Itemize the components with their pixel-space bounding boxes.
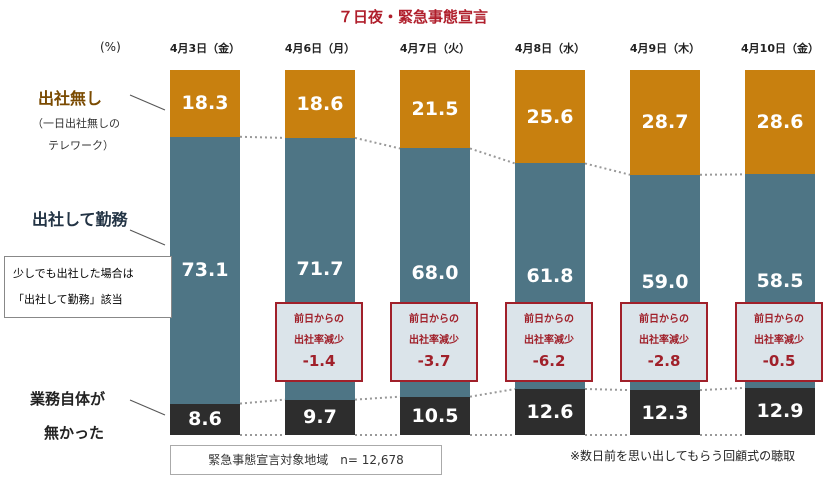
bar-segment: 9.7 xyxy=(285,399,355,435)
decrease-value: -1.4 xyxy=(302,352,336,370)
x-tick-label: 4月9日（木） xyxy=(629,42,701,55)
bar-segment: 12.6 xyxy=(515,389,585,435)
method-note: ※数日前を思い出してもらう回顧式の聴取 xyxy=(570,449,796,463)
legend-none1: 業務自体が xyxy=(30,390,106,408)
decrease-value: -6.2 xyxy=(532,352,566,370)
connector-line xyxy=(354,395,401,401)
decrease-box: 前日からの 出社率減少 -3.7 xyxy=(390,302,478,382)
bar-segment: 12.9 xyxy=(745,387,815,435)
connector-line xyxy=(469,388,516,398)
data-label: 12.6 xyxy=(526,400,574,423)
connector-line xyxy=(699,386,746,392)
decrease-box: 前日からの 出社率減少 -1.4 xyxy=(275,302,363,382)
sample-size: 緊急事態宣言対象地域 n= 12,678 xyxy=(170,445,442,475)
decrease-value: -2.8 xyxy=(647,352,681,370)
x-tick-label: 4月10日（金） xyxy=(741,42,819,55)
connector-line xyxy=(584,162,631,176)
data-label: 71.7 xyxy=(296,257,344,280)
connector-line xyxy=(239,135,286,139)
bar-segment: 18.6 xyxy=(285,70,355,138)
bar-segment: 8.6 xyxy=(170,403,240,435)
office-note: 少しでも出社した場合は 「出社して勤務」該当 xyxy=(4,256,172,318)
data-label: 61.8 xyxy=(526,265,574,288)
legend-office: 出社して勤務 xyxy=(32,210,128,229)
data-label: 59.0 xyxy=(641,271,689,294)
legend-pointers xyxy=(129,94,166,416)
x-tick-label: 4月3日（金） xyxy=(169,42,241,55)
data-label: 12.3 xyxy=(641,401,689,424)
bar-segment: 28.7 xyxy=(630,70,700,175)
data-label: 10.5 xyxy=(411,404,459,427)
data-label: 28.6 xyxy=(756,111,804,134)
decrease-value: -3.7 xyxy=(417,352,451,370)
data-label: 12.9 xyxy=(756,400,804,423)
legend-no-office-sub1: （一日出社無しの xyxy=(32,117,120,130)
data-label: 25.6 xyxy=(526,105,574,128)
decrease-box: 前日からの 出社率減少 -2.8 xyxy=(620,302,708,382)
data-label: 28.7 xyxy=(641,111,689,134)
decrease-box: 前日からの 出社率減少 -6.2 xyxy=(505,302,593,382)
legend-no-office-sub2: テレワーク） xyxy=(48,139,114,152)
connector-line xyxy=(584,388,631,392)
office-note-line1: 少しでも出社した場合は xyxy=(13,267,134,280)
connector-line xyxy=(354,136,401,150)
x-tick-label: 4月7日（火） xyxy=(399,42,471,55)
data-label: 18.6 xyxy=(296,92,344,115)
bar-segment: 10.5 xyxy=(400,396,470,435)
connector-line xyxy=(469,147,516,165)
chart-title: ７日夜・緊急事態宣言 xyxy=(337,8,488,26)
data-label: 58.5 xyxy=(756,270,804,293)
bar-segment: 18.3 xyxy=(170,70,240,137)
x-tick-label: 4月8日（水） xyxy=(514,42,586,55)
data-label: 8.6 xyxy=(188,408,222,431)
office-note-line2: 「出社して勤務」該当 xyxy=(13,293,123,306)
data-label: 21.5 xyxy=(411,98,459,121)
data-label: 18.3 xyxy=(181,92,229,115)
x-tick-label: 4月6日（月） xyxy=(284,42,356,55)
bar-segment: 73.1 xyxy=(170,136,240,404)
unit-label: (%) xyxy=(100,40,121,54)
data-label: 73.1 xyxy=(181,259,229,282)
data-label: 9.7 xyxy=(303,406,337,429)
decrease-box: 前日からの 出社率減少 -0.5 xyxy=(735,302,823,382)
bar-segment: 28.6 xyxy=(745,70,815,175)
data-label: 68.0 xyxy=(411,261,459,284)
bar-segment: 21.5 xyxy=(400,70,470,149)
bar-segment: 25.6 xyxy=(515,70,585,164)
legend-none2: 無かった xyxy=(44,424,105,442)
connector-line xyxy=(239,398,286,405)
legend-no-office: 出社無し xyxy=(38,89,103,108)
decrease-value: -0.5 xyxy=(762,352,796,370)
bar-segment: 12.3 xyxy=(630,390,700,435)
